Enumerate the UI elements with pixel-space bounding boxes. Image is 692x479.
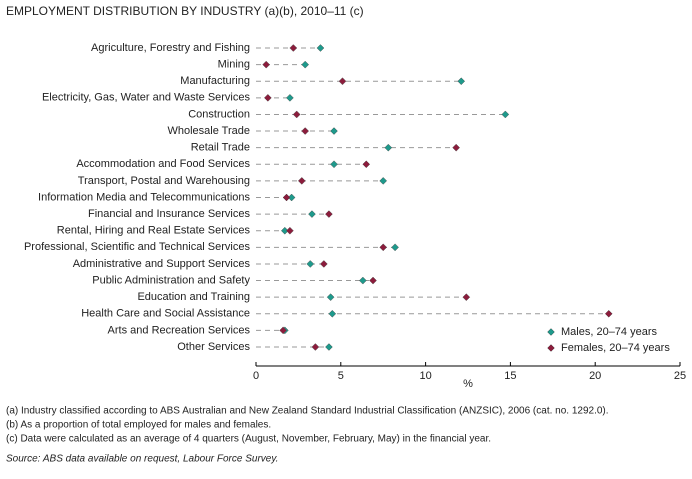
dot [330, 127, 338, 135]
x-tick-label: 0 [253, 370, 259, 382]
dot [264, 93, 272, 102]
dot [457, 77, 466, 86]
y-tick-label: Public Administration and Safety [92, 274, 250, 286]
y-tick-label: Information Media and Telecommunications [38, 191, 250, 203]
y-tick-label: Professional, Scientific and Technical S… [24, 241, 251, 253]
dot [452, 143, 460, 152]
dot [262, 60, 271, 69]
note: (b) As a proportion of total employed fo… [6, 420, 271, 431]
dot [325, 210, 333, 218]
x-tick-label: 20 [589, 370, 601, 382]
dot [279, 326, 287, 335]
dot [301, 60, 310, 69]
dot [391, 243, 399, 252]
dot [286, 93, 294, 102]
dot [358, 276, 367, 285]
y-tick-label: Manufacturing [180, 75, 250, 87]
y-tick-label: Rental, Hiring and Real Estate Services [57, 225, 251, 237]
y-tick-label: Administrative and Support Services [73, 258, 251, 270]
y-tick-label: Health Care and Social Assistance [81, 308, 250, 320]
dot [316, 44, 325, 52]
dot [369, 276, 377, 285]
dot [362, 160, 371, 169]
note: (a) Industry classified according to ABS… [6, 406, 609, 417]
y-tick-label: Accommodation and Food Services [76, 158, 250, 170]
dot [297, 177, 306, 185]
dot [328, 309, 337, 318]
y-tick-label: Agriculture, Forestry and Fishing [91, 42, 250, 54]
legend-label: Females, 20–74 years [561, 342, 670, 354]
y-tick-label: Transport, Postal and Warehousing [78, 175, 250, 187]
dot [301, 127, 310, 135]
y-tick-label: Retail Trade [191, 142, 250, 154]
y-tick-label: Wholesale Trade [167, 125, 250, 137]
y-tick-label: Mining [218, 59, 250, 71]
dot [330, 160, 338, 169]
dot [326, 293, 335, 302]
y-tick-label: Arts and Recreation Services [108, 324, 251, 336]
dot [379, 177, 388, 185]
x-tick-label: 5 [338, 370, 344, 382]
dot [292, 110, 301, 119]
dot [379, 243, 388, 252]
dot [384, 143, 393, 152]
dot [319, 260, 328, 268]
dot [311, 343, 320, 351]
x-tick-label: 15 [504, 370, 516, 382]
dot [462, 293, 471, 302]
y-tick-label: Electricity, Gas, Water and Waste Servic… [42, 92, 251, 104]
x-tick-label: 10 [419, 370, 431, 382]
y-tick-label: Financial and Insurance Services [88, 208, 251, 220]
dot [338, 77, 347, 86]
legend-marker [547, 344, 555, 352]
dot [280, 226, 289, 235]
dot [501, 110, 510, 119]
dot [604, 309, 613, 318]
dot [287, 193, 296, 202]
x-axis-label: % [463, 378, 473, 390]
dot [308, 210, 316, 218]
source: Source: ABS data available on request, L… [6, 454, 278, 465]
chart-title: EMPLOYMENT DISTRIBUTION BY INDUSTRY (a)(… [6, 4, 364, 18]
y-tick-label: Education and Training [137, 291, 250, 303]
dot [289, 44, 298, 52]
dot [286, 226, 294, 235]
dot [306, 260, 315, 268]
dot [325, 343, 333, 351]
y-tick-label: Other Services [177, 341, 250, 353]
dot [282, 193, 291, 202]
y-tick-label: Construction [188, 108, 250, 120]
x-tick-label: 25 [674, 370, 686, 382]
legend-marker [547, 328, 555, 336]
note: (c) Data were calculated as an average o… [6, 434, 491, 445]
legend-label: Males, 20–74 years [561, 326, 657, 338]
